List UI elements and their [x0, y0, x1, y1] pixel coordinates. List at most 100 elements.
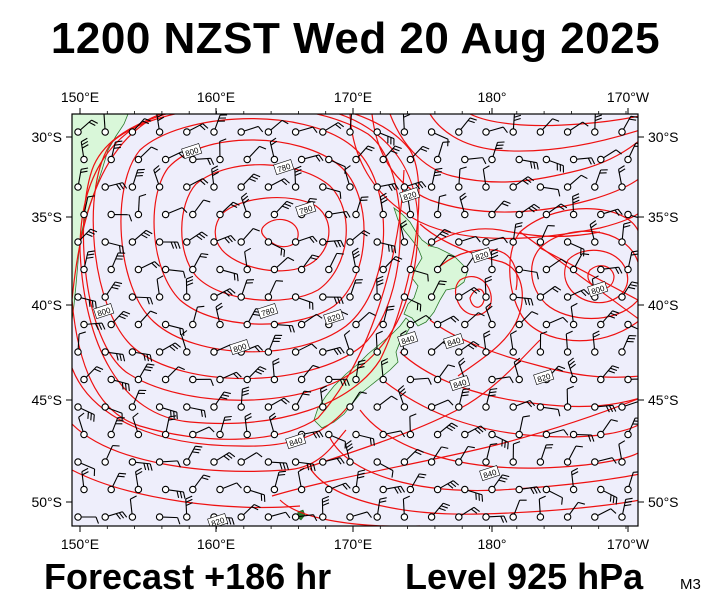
forecast-label: Forecast +186 hr	[44, 556, 332, 597]
wind-barb	[216, 482, 242, 494]
wind-barb	[406, 413, 417, 439]
wind-barb	[373, 458, 394, 478]
wind-barb	[427, 399, 454, 411]
wind-barb	[351, 247, 360, 274]
contour-value-label: 800	[587, 281, 609, 297]
contour-value-label: 800	[229, 339, 251, 355]
contour-value-label: 820	[399, 187, 421, 203]
svg-text:840: 840	[452, 377, 468, 390]
wind-barb	[216, 265, 239, 282]
wind-barb	[128, 495, 137, 521]
wind-barb	[134, 310, 158, 329]
wind-barb	[536, 225, 555, 246]
y-tick-label-left: 35°S	[31, 209, 62, 225]
wind-barb	[319, 122, 345, 136]
isobar-line	[469, 114, 638, 127]
svg-text:800: 800	[232, 341, 248, 354]
wind-barb	[433, 364, 456, 384]
wind-barb	[319, 293, 344, 304]
wind-barb	[352, 359, 366, 384]
wind-barb	[400, 114, 411, 136]
wind-barb	[482, 236, 508, 246]
wind-barb	[515, 415, 530, 439]
wind-barb	[488, 474, 510, 494]
wind-barb	[189, 199, 211, 219]
wind-barb	[624, 417, 638, 439]
land-layer	[72, 114, 469, 521]
wind-barb	[427, 167, 443, 191]
wind-barb	[297, 313, 323, 329]
wind-barb	[325, 430, 346, 449]
wind-barb	[597, 419, 618, 439]
wind-barb	[515, 265, 539, 280]
wind-barb	[352, 469, 366, 494]
wind-barb	[618, 401, 638, 411]
wind-barb	[569, 302, 578, 329]
isobar-line	[72, 469, 301, 509]
wind-barb	[189, 253, 209, 274]
wind-barb	[155, 513, 181, 525]
contour-value-label: 840	[285, 433, 307, 449]
isobar-line	[429, 114, 638, 152]
wind-barb	[183, 231, 208, 246]
wind-barb	[210, 288, 236, 301]
wind-barb	[509, 176, 535, 191]
wind-barb	[427, 502, 451, 521]
wind-barb	[80, 137, 89, 164]
isobar-line	[72, 367, 351, 447]
wind-barb	[482, 443, 498, 466]
wind-barb	[618, 115, 638, 136]
wind-barb	[455, 445, 475, 466]
wind-barb	[216, 415, 232, 439]
y-tick-label-right: 40°S	[648, 297, 679, 313]
svg-text:820: 820	[326, 311, 342, 324]
wind-barb	[161, 320, 185, 336]
wind-barb	[240, 192, 251, 219]
wind-barb	[618, 165, 626, 191]
wind-barb	[319, 457, 345, 466]
wind-barb	[591, 114, 602, 136]
wind-barb	[189, 305, 205, 329]
wind-barb	[618, 221, 631, 246]
wind-barb	[488, 375, 514, 384]
wind-barb	[536, 331, 548, 356]
level-label: Level 925 hPa	[405, 556, 644, 597]
wind-barb	[128, 389, 147, 411]
wind-barb	[455, 388, 471, 411]
wind-barb	[515, 155, 539, 170]
y-tick-label-left: 45°S	[31, 392, 62, 408]
wind-barb	[461, 155, 487, 165]
wind-barb	[243, 247, 252, 274]
chart-title: 1200 NZST Wed 20 Aug 2025	[50, 14, 661, 63]
wind-barb	[482, 330, 491, 356]
wind-barb	[107, 375, 130, 392]
isobar-line	[214, 197, 330, 272]
contour-value-label: 840	[479, 465, 501, 481]
wind-barb	[237, 173, 261, 191]
y-tick-label-left: 30°S	[31, 129, 62, 145]
wind-barb	[291, 458, 316, 472]
wind-barb	[536, 118, 560, 136]
wind-barb	[399, 220, 409, 246]
wind-barb	[406, 265, 429, 282]
wind-barb	[509, 399, 536, 411]
wind-barb	[291, 235, 318, 246]
wind-barb	[618, 497, 633, 521]
wind-barb	[155, 458, 181, 468]
wind-barb	[264, 238, 286, 257]
wind-barb	[589, 220, 599, 246]
wind-barb	[569, 430, 595, 442]
svg-text:840: 840	[446, 335, 462, 348]
wind-barb	[325, 375, 350, 387]
wind-barb	[183, 178, 209, 191]
wind-barb	[591, 330, 600, 356]
svg-text:800: 800	[184, 145, 200, 158]
wind-barb	[461, 312, 485, 329]
wind-barb	[128, 118, 152, 136]
svg-text:800: 800	[96, 305, 112, 318]
wind-barb	[373, 330, 383, 356]
wind-barb	[183, 123, 209, 136]
wind-barb	[101, 511, 128, 521]
contour-value-label: 780	[295, 201, 317, 217]
axis-ticks	[66, 108, 644, 532]
